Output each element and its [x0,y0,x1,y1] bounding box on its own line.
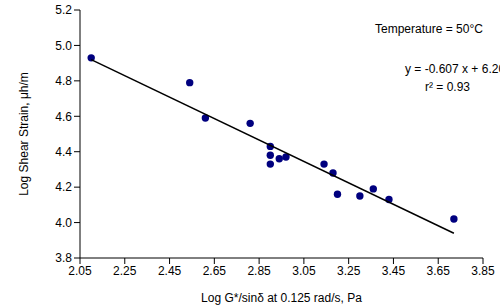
svg-text:2.45: 2.45 [158,264,182,278]
svg-text:4.2: 4.2 [55,180,72,194]
svg-text:5.0: 5.0 [55,39,72,53]
svg-text:4.6: 4.6 [55,110,72,124]
svg-text:3.65: 3.65 [427,264,451,278]
svg-text:2.05: 2.05 [68,264,92,278]
svg-text:3.8: 3.8 [55,251,72,265]
svg-text:Log Shear Strain, μh/m: Log Shear Strain, μh/m [17,72,31,196]
svg-text:Log G*/sinδ at 0.125 rad/s, Pa: Log G*/sinδ at 0.125 rad/s, Pa [201,291,362,305]
svg-text:2.85: 2.85 [247,264,271,278]
svg-text:4.0: 4.0 [55,216,72,230]
svg-text:3.85: 3.85 [471,264,492,278]
svg-text:3.45: 3.45 [382,264,406,278]
svg-text:2.25: 2.25 [113,264,137,278]
svg-text:2.65: 2.65 [203,264,227,278]
svg-text:5.2: 5.2 [55,3,72,17]
html-text:r² = 0.93: r² = 0.93 [425,80,470,94]
html-text:Temperature = 50°C: Temperature = 50°C [375,22,483,36]
svg-text:3.25: 3.25 [337,264,361,278]
svg-text:4.4: 4.4 [55,145,72,159]
svg-text:3.05: 3.05 [292,264,316,278]
svg-text:4.8: 4.8 [55,74,72,88]
